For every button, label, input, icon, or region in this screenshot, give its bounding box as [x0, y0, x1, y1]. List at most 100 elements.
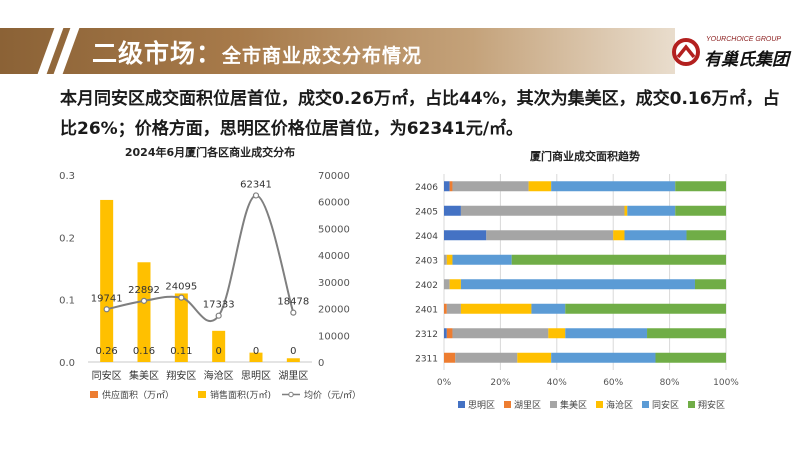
price-point: [140, 297, 148, 304]
right-axis-tick-label: 10000: [318, 331, 350, 342]
stacked-bar-segment: [444, 279, 450, 290]
stacked-bar-segment: [444, 303, 447, 314]
chart-title: 2024年6月厦门各区商业成交分布: [125, 145, 295, 159]
stacked-bar-segment: [460, 205, 625, 216]
legend-label-supply: 供应面积（万㎡）: [102, 389, 174, 401]
legend-swatch: [458, 401, 465, 408]
stacked-bar-segment: [444, 181, 450, 192]
summary-text: 本月同安区成交面积位居首位，成交0.26万㎡，占比44%，其次为集美区，成交0.…: [60, 89, 780, 139]
x-axis-tick-label: 同安区: [92, 369, 122, 382]
logo-icon: [672, 38, 700, 66]
stacked-bar-segment: [624, 230, 687, 241]
left-axis-tick-label: 0.0: [59, 358, 75, 369]
sales-data-label: 0.11: [170, 346, 192, 357]
stacked-bar-segment: [444, 230, 487, 241]
page-title-main: 二级市场：: [92, 39, 223, 68]
sales-bar: [100, 199, 114, 362]
stacked-bar-segment: [444, 254, 447, 265]
stacked-bar-segment: [444, 328, 447, 339]
x-axis-tick-label: 湖里区: [278, 370, 308, 382]
stacked-bar-segment: [446, 303, 461, 314]
stacked-bar-segment: [452, 254, 512, 265]
y-axis-tick-label: 2402: [415, 281, 438, 291]
price-point: [215, 312, 222, 319]
x-axis-tick-label: 40%: [547, 378, 567, 388]
stacked-bar-segment: [613, 230, 625, 241]
sales-bar: [249, 352, 263, 362]
sales-bar: [286, 358, 300, 362]
header-bar: [0, 28, 675, 74]
stacked-bar-segment: [551, 352, 656, 363]
legend-label-sales: 销售面积(万㎡): [210, 389, 271, 401]
logo-chinese-text: 有巢氏集团: [704, 50, 789, 70]
price-data-label: 22892: [128, 285, 160, 296]
left-axis-tick-label: 0.3: [59, 171, 75, 182]
page-title-sub: 全市商业成交分布情况: [222, 45, 423, 67]
stacked-bar-segment: [624, 205, 628, 216]
x-axis-tick-label: 海沧区: [204, 369, 234, 382]
chart-title: 厦门商业成交面积趋势: [530, 149, 640, 163]
price-point: [178, 294, 185, 301]
x-axis-tick-label: 80%: [660, 378, 680, 388]
right-axis-tick-label: 30000: [318, 278, 350, 289]
x-axis-tick-label: 翔安区: [166, 369, 196, 382]
area-trend-chart: 厦门商业成交面积趋势 0% 20% 40% 60% 80% 100% 2406 2405 2404…: [400, 140, 760, 420]
price-data-label: 19741: [91, 293, 123, 304]
stacked-bar-segment: [460, 279, 695, 290]
stacked-bar-segment: [452, 181, 529, 192]
x-axis-tick-label: 0%: [437, 378, 452, 388]
x-axis-tick-label: 20%: [490, 378, 510, 388]
district-distribution-svg: 2024年6月厦门各区商业成交分布 0.0 0.1 0.2 0.3 0 10000 20000…: [59, 145, 361, 401]
sales-bar: [174, 293, 188, 362]
stacked-bar-segment: [694, 279, 726, 290]
legend-swatch-supply: [90, 391, 98, 398]
right-axis-tick-label: 20000: [318, 305, 350, 316]
stacked-bar-segment: [455, 352, 518, 363]
stacked-bar-segment: [548, 328, 566, 339]
price-data-label: 17333: [203, 300, 235, 311]
stacked-bar-segment: [460, 303, 532, 314]
y-axis-tick-label: 2311: [415, 354, 438, 364]
legend-swatch-sales: [198, 391, 206, 398]
sales-data-label: 0.26: [96, 346, 118, 357]
sales-data-label: 0: [253, 346, 259, 357]
sales-bar: [212, 330, 226, 362]
price-point: [290, 309, 297, 316]
price-line: [106, 194, 295, 323]
right-axis-tick-label: 70000: [318, 171, 350, 182]
stacked-bar-segment: [565, 328, 648, 339]
sales-bar: [137, 262, 151, 362]
y-axis-tick-label: 2312: [415, 330, 438, 340]
x-axis-tick-label: 思明区: [241, 370, 271, 382]
y-axis-tick-label: 2404: [415, 232, 438, 242]
company-logo: YOURCHOICE GROUP 有巢氏集团: [672, 34, 794, 70]
stacked-bar-segment: [627, 205, 676, 216]
right-axis-tick-label: 60000: [318, 198, 350, 209]
legend-swatch: [642, 401, 649, 408]
price-data-label: 18478: [277, 297, 309, 308]
stacked-bar-segment: [531, 303, 566, 314]
x-axis-tick-label: 100%: [713, 378, 739, 388]
stacked-bar-segment: [449, 279, 461, 290]
x-axis-tick-label: 60%: [603, 378, 623, 388]
stacked-bar-segment: [647, 328, 726, 339]
legend-label: 海沧区: [606, 399, 633, 411]
right-axis-tick-label: 50000: [318, 224, 350, 235]
price-point: [252, 192, 260, 199]
stacked-bar-segment: [452, 328, 549, 339]
legend-label: 思明区: [468, 400, 495, 411]
legend-swatch: [504, 401, 511, 408]
sales-data-label: 0: [215, 346, 221, 357]
x-axis-tick-label: 集美区: [129, 369, 159, 382]
header-banner: 二级市场：全市商业成交分布情况 YOURCHOICE GROUP 有巢氏集团: [0, 28, 800, 74]
stacked-bar-segment: [449, 181, 453, 192]
y-axis-tick-label: 2401: [415, 305, 438, 315]
stacked-bar-segment: [517, 352, 552, 363]
stacked-bar-segment: [528, 181, 552, 192]
district-distribution-chart: 2024年6月厦门各区商业成交分布 0.0 0.1 0.2 0.3 0 10000 20000…: [50, 140, 370, 420]
right-axis-tick-label: 0: [318, 358, 324, 369]
legend-label: 翔安区: [698, 399, 725, 411]
legend-marker-price: [288, 391, 294, 398]
price-data-label: 24095: [165, 282, 197, 293]
stacked-bar-segment: [444, 352, 456, 363]
